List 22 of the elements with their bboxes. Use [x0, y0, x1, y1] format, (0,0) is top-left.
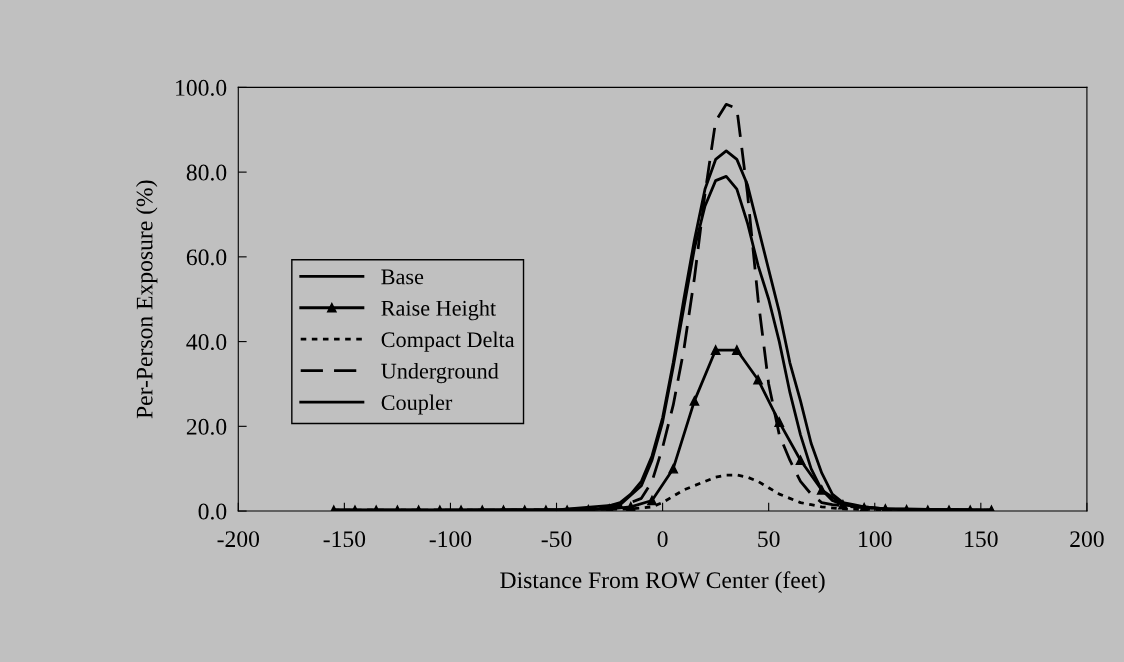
x-tick-label: 150	[965, 531, 998, 548]
legend-label: Raise Height	[381, 300, 496, 321]
x-tick-label: 100	[859, 531, 892, 548]
x-tick-label: 0	[657, 531, 668, 548]
y-tick-label: 100.0	[176, 79, 227, 96]
y-tick-label: 20.0	[186, 418, 227, 435]
legend-label: Compact Delta	[381, 331, 515, 352]
y-tick-label: 40.0	[186, 334, 227, 351]
x-tick-label: -50	[541, 531, 572, 548]
x-tick-label: 200	[1070, 531, 1104, 548]
y-tick-label: 60.0	[186, 249, 227, 266]
x-tick-label: 50	[758, 531, 780, 548]
y-tick-label: 80.0	[186, 164, 227, 181]
legend-label: Underground	[381, 362, 499, 384]
x-tick-label: -150	[323, 531, 366, 548]
legend-label: Base	[381, 269, 424, 285]
y-tick-label: 0.0	[198, 503, 227, 520]
x-tick-label: -100	[429, 531, 472, 548]
legend-label: Coupler	[381, 394, 453, 415]
y-axis-title: Per-Person Exposure (%)	[135, 180, 158, 419]
x-tick-label: -200	[217, 531, 260, 548]
x-axis-title: Distance From ROW Center (feet)	[500, 571, 825, 594]
